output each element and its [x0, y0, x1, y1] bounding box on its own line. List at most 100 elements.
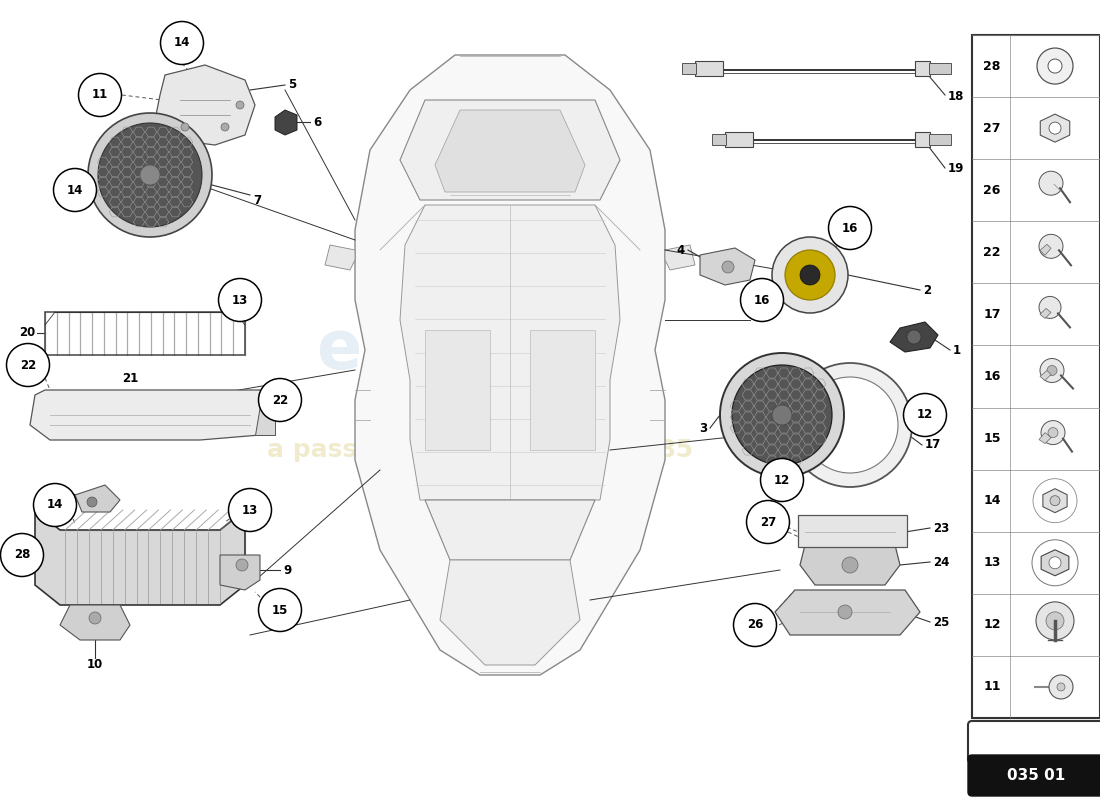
Circle shape — [1040, 297, 1062, 318]
Circle shape — [908, 330, 921, 344]
Circle shape — [98, 123, 202, 227]
Text: 035 01: 035 01 — [1006, 768, 1065, 783]
Circle shape — [229, 489, 272, 531]
FancyBboxPatch shape — [682, 63, 696, 74]
Polygon shape — [425, 330, 490, 450]
Text: 2: 2 — [923, 283, 931, 297]
Polygon shape — [1040, 309, 1050, 318]
Polygon shape — [700, 248, 755, 285]
Text: 17: 17 — [925, 438, 942, 451]
Circle shape — [87, 497, 97, 507]
Circle shape — [1050, 496, 1060, 506]
Circle shape — [219, 278, 262, 322]
Circle shape — [161, 22, 204, 65]
Circle shape — [236, 101, 244, 109]
Circle shape — [1057, 683, 1065, 691]
FancyBboxPatch shape — [712, 134, 726, 145]
Circle shape — [802, 377, 898, 473]
Polygon shape — [400, 100, 620, 200]
Text: 27: 27 — [760, 515, 777, 529]
Polygon shape — [355, 55, 666, 675]
Circle shape — [140, 165, 159, 185]
Circle shape — [182, 123, 189, 131]
Circle shape — [828, 206, 871, 250]
Circle shape — [1040, 234, 1063, 258]
Polygon shape — [324, 245, 355, 270]
Text: 21: 21 — [122, 371, 139, 385]
Text: 26: 26 — [983, 184, 1001, 197]
Text: 11: 11 — [983, 681, 1001, 694]
Polygon shape — [434, 110, 585, 192]
Text: 18: 18 — [948, 90, 965, 102]
Circle shape — [258, 378, 301, 422]
Circle shape — [1036, 602, 1074, 640]
Text: 14: 14 — [67, 183, 84, 197]
Text: 12: 12 — [983, 618, 1001, 631]
Text: 25: 25 — [933, 615, 949, 629]
Circle shape — [1037, 48, 1072, 84]
Text: 16: 16 — [842, 222, 858, 234]
Text: 5: 5 — [288, 78, 296, 91]
Polygon shape — [75, 485, 120, 512]
Text: 14: 14 — [983, 494, 1001, 507]
Text: 20: 20 — [19, 326, 35, 339]
Text: 16: 16 — [754, 294, 770, 306]
FancyBboxPatch shape — [968, 755, 1100, 796]
FancyBboxPatch shape — [915, 61, 930, 76]
Circle shape — [1049, 675, 1072, 699]
Text: 15: 15 — [272, 603, 288, 617]
Polygon shape — [155, 65, 255, 145]
Circle shape — [1048, 59, 1062, 73]
Circle shape — [1040, 358, 1064, 382]
Circle shape — [740, 278, 783, 322]
Polygon shape — [30, 390, 270, 440]
Polygon shape — [400, 205, 620, 500]
FancyBboxPatch shape — [930, 63, 952, 74]
Text: 13: 13 — [242, 503, 258, 517]
Circle shape — [1040, 171, 1063, 195]
Text: eurocars: eurocars — [316, 317, 645, 383]
Circle shape — [1049, 557, 1061, 569]
Text: 12: 12 — [917, 409, 933, 422]
FancyBboxPatch shape — [725, 132, 754, 147]
Polygon shape — [1041, 114, 1069, 142]
Polygon shape — [440, 560, 580, 665]
Text: 3: 3 — [698, 422, 707, 434]
Circle shape — [788, 363, 912, 487]
Circle shape — [54, 169, 97, 211]
Circle shape — [772, 237, 848, 313]
Text: 10: 10 — [87, 658, 103, 671]
Polygon shape — [800, 545, 900, 585]
Polygon shape — [425, 500, 595, 560]
Polygon shape — [220, 555, 260, 590]
Circle shape — [842, 557, 858, 573]
Circle shape — [33, 483, 77, 526]
Circle shape — [720, 353, 844, 477]
Circle shape — [785, 250, 835, 300]
Polygon shape — [890, 322, 938, 352]
Circle shape — [1049, 122, 1061, 134]
Circle shape — [89, 612, 101, 624]
Circle shape — [800, 265, 820, 285]
Text: 7: 7 — [253, 194, 261, 206]
Circle shape — [1041, 421, 1065, 445]
Text: 13: 13 — [983, 556, 1001, 570]
FancyBboxPatch shape — [915, 132, 930, 147]
FancyBboxPatch shape — [968, 721, 1100, 763]
Circle shape — [760, 458, 803, 502]
Circle shape — [732, 365, 832, 465]
Text: a passion for parts since 1985: a passion for parts since 1985 — [267, 438, 693, 462]
Circle shape — [903, 394, 946, 437]
Text: 28: 28 — [983, 59, 1001, 73]
Text: 22: 22 — [272, 394, 288, 406]
Polygon shape — [1040, 244, 1050, 255]
Circle shape — [772, 405, 792, 425]
Text: 24: 24 — [933, 555, 949, 569]
Text: 14: 14 — [174, 37, 190, 50]
Text: 1: 1 — [953, 343, 961, 357]
Text: 14: 14 — [47, 498, 63, 511]
Polygon shape — [1043, 489, 1067, 513]
Text: 16: 16 — [983, 370, 1001, 383]
Text: 22: 22 — [983, 246, 1001, 259]
Text: 8: 8 — [54, 483, 62, 497]
